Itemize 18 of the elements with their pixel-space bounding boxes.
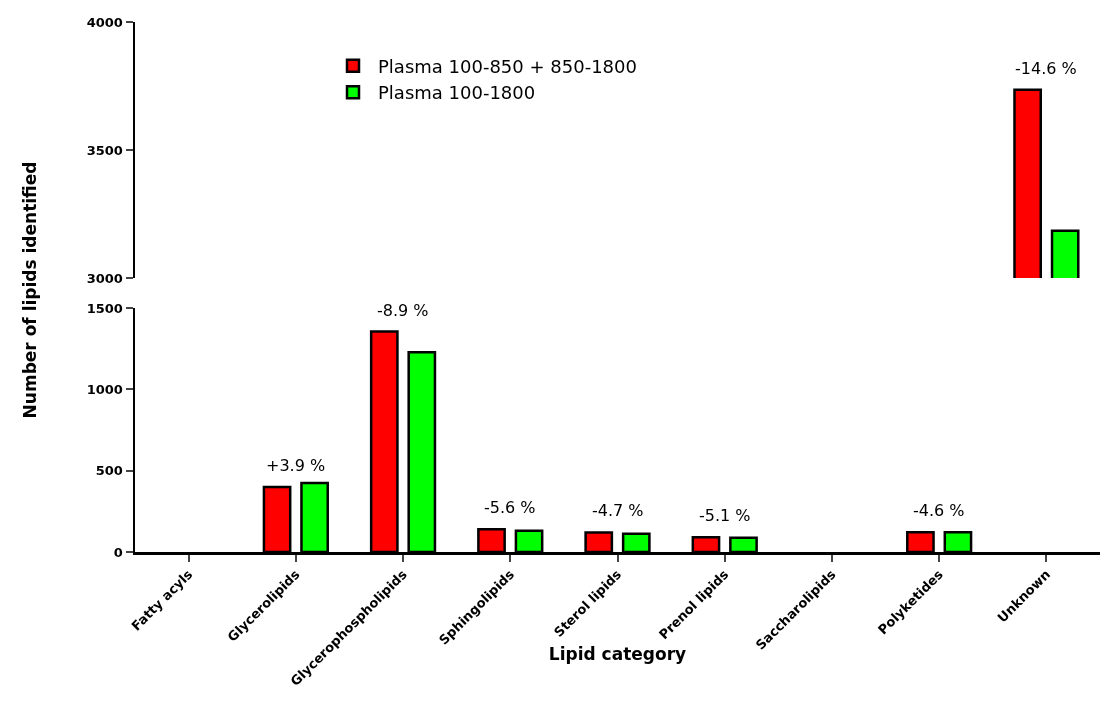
y-axis-title: Number of lipids identified [20,161,40,419]
y-tick-label: 1000 [86,381,123,397]
y-tick-label: 0 [113,544,123,560]
y-tick-label: 3500 [86,142,123,158]
legend-label: Plasma 100-1800 [378,82,536,104]
y-tick-label: 500 [95,463,123,479]
y-tick-label: 3000 [86,270,123,286]
annotation: +3.9 % [266,456,326,475]
annotation: -14.6 % [1015,59,1077,78]
annotation: -5.1 % [699,506,751,525]
annotation: -4.7 % [592,501,644,520]
y-tick-label: 4000 [86,14,123,30]
x-axis-title: Lipid category [548,644,687,665]
annotation: -5.6 % [484,498,536,517]
legend-label: Plasma 100-850 + 850-1800 [378,55,637,77]
annotation: -8.9 % [377,301,429,320]
annotation: -4.6 % [913,501,965,520]
y-tick-label: 1500 [86,300,123,316]
